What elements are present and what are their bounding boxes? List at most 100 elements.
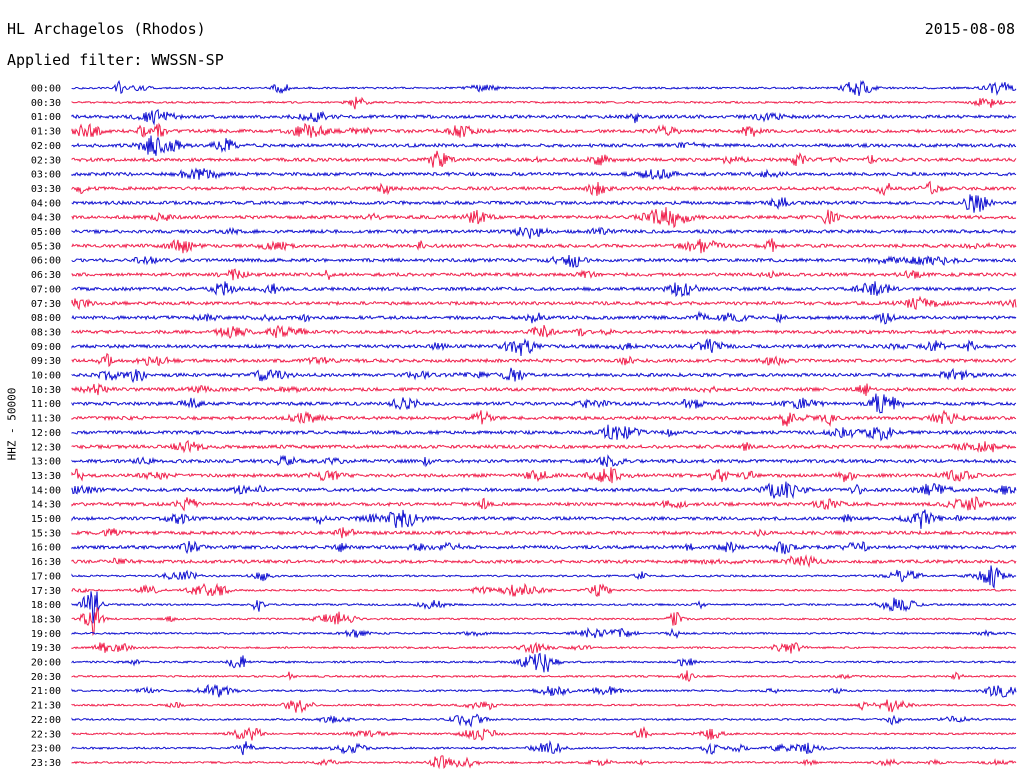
seismic-trace [71,439,1017,454]
seismic-trace [71,238,1017,254]
seismic-trace [71,281,1017,298]
row-time-label: 11:30 [31,414,61,425]
row-time-label: 08:30 [31,327,61,338]
row-time-label: 10:30 [31,385,61,396]
row-time-label: 10:00 [31,371,61,382]
row-time-label: 06:30 [31,270,61,281]
seismic-trace [71,79,1017,97]
row-time-label: 15:30 [31,528,61,539]
seismic-trace [71,226,1017,239]
seismic-trace [71,352,1017,368]
seismic-trace [71,591,1017,624]
row-time-label: 09:00 [31,342,61,353]
row-time-label: 16:00 [31,543,61,554]
row-time-label: 07:30 [31,299,61,310]
seismic-trace [71,755,1017,770]
row-time-label: 16:30 [31,557,61,568]
row-time-label: 03:00 [31,170,61,181]
row-time-label: 05:30 [31,241,61,252]
seismic-trace [71,582,1017,598]
seismic-trace [71,725,1017,741]
seismic-trace [71,295,1017,311]
seismic-trace [71,167,1017,181]
row-time-label: 13:30 [31,471,61,482]
row-time-label: 18:00 [31,600,61,611]
row-time-label: 11:00 [31,399,61,410]
seismic-trace [71,393,1017,414]
seismic-trace [71,641,1017,654]
seismic-trace [71,454,1017,468]
row-time-label: 07:00 [31,284,61,295]
seismic-trace [71,713,1017,728]
seismic-trace [71,554,1017,569]
row-time-label: 06:00 [31,256,61,267]
row-time-label: 02:30 [31,155,61,166]
seismic-trace [71,194,1017,213]
seismic-trace [71,652,1017,673]
row-time-label: 17:00 [31,571,61,582]
seismic-trace [71,496,1017,512]
seismic-trace [71,338,1017,356]
row-time-label: 12:30 [31,442,61,453]
seismic-trace [71,255,1016,268]
seismic-trace [71,207,1017,229]
seismic-trace [71,122,1017,138]
seismic-trace [71,626,1016,640]
seismic-trace [71,135,1017,156]
row-time-label: 09:30 [31,356,61,367]
seismic-trace [71,699,1017,714]
row-time-label: 08:00 [31,313,61,324]
seismic-trace [71,409,1017,427]
seismic-trace [71,268,1017,281]
row-time-label: 23:00 [31,744,61,755]
row-time-label: 01:30 [31,127,61,138]
row-time-label: 17:30 [31,586,61,597]
row-time-label: 19:30 [31,643,61,654]
row-time-label: 04:30 [31,213,61,224]
row-time-label: 00:30 [31,98,61,109]
seismic-trace [71,565,1017,590]
row-time-label: 05:00 [31,227,61,238]
row-time-label: 00:00 [31,84,61,95]
record-date: 2015-08-08 [924,20,1015,38]
row-time-label: 23:30 [31,758,61,769]
row-time-label: 20:00 [31,658,61,669]
seismic-trace [71,324,1017,339]
seismic-trace [71,740,1017,756]
row-time-label: 20:30 [31,672,61,683]
seismic-trace [71,481,1017,500]
seismic-trace [71,424,1017,442]
row-time-label: 18:30 [31,614,61,625]
filter-label: Applied filter: WWSSN-SP [7,51,224,69]
seismic-trace [71,310,1017,325]
seismic-trace [71,150,1017,168]
row-time-label: 01:00 [31,112,61,123]
row-time-label: 22:30 [31,729,61,740]
row-time-label: 04:00 [31,198,61,209]
seismic-trace [71,527,1017,539]
seismic-trace [71,670,1017,683]
seismic-trace [71,606,1016,637]
row-time-label: 12:00 [31,428,61,439]
row-time-label: 02:00 [31,141,61,152]
row-time-label: 03:30 [31,184,61,195]
seismic-trace [71,509,1017,529]
row-time-label: 19:00 [31,629,61,640]
row-time-label: 21:00 [31,686,61,697]
seismic-trace [71,683,1017,698]
seismic-trace [71,96,1017,110]
seismic-trace [71,367,1017,384]
seismic-trace [71,540,1017,555]
seismic-trace [71,109,1017,126]
row-time-label: 14:00 [31,485,61,496]
station-title: HL Archagelos (Rhodos) [7,20,206,38]
row-time-label: 15:00 [31,514,61,525]
row-time-label: 21:30 [31,701,61,712]
row-time-label: 22:00 [31,715,61,726]
row-time-label: 13:00 [31,457,61,468]
seismic-trace [71,382,1016,397]
seismic-trace [71,180,1017,197]
seismic-trace [71,467,1017,484]
row-time-label: 14:30 [31,500,61,511]
